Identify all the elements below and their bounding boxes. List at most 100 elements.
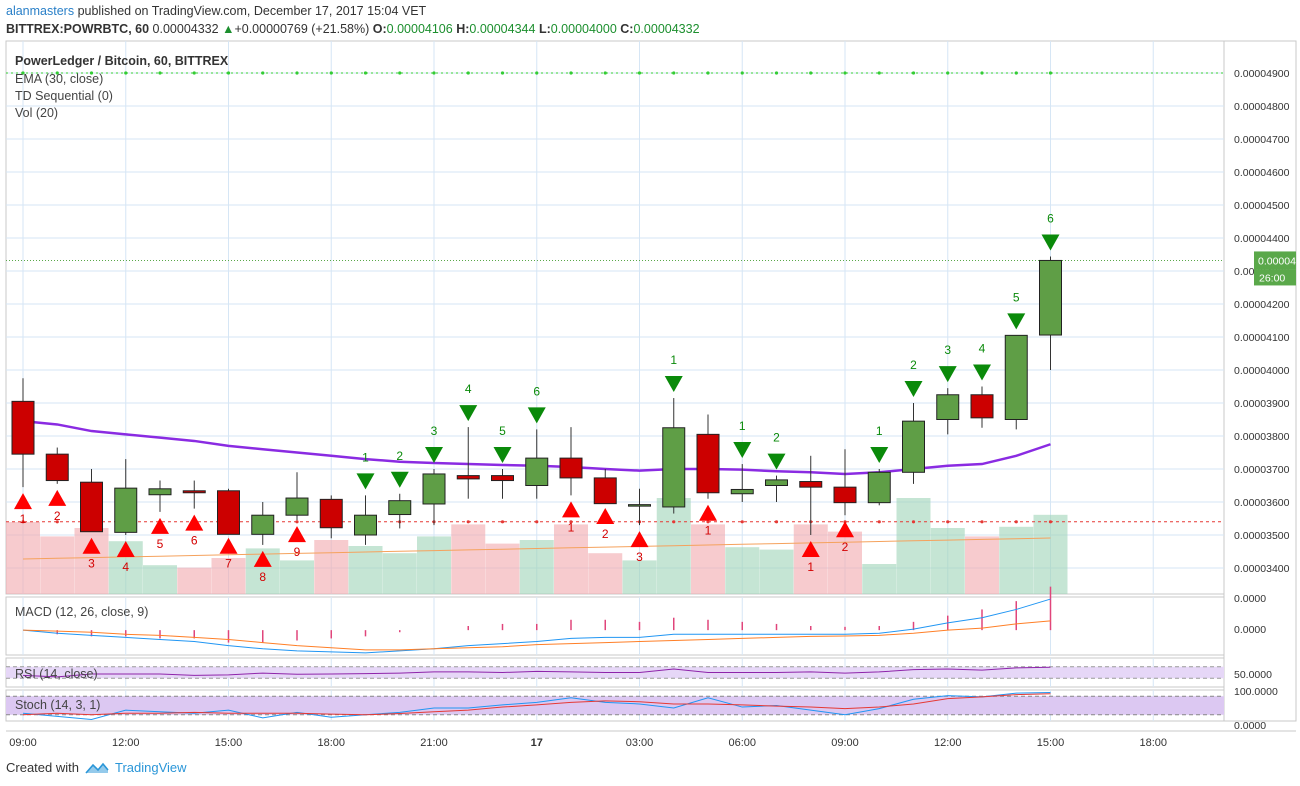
indicator-legend: EMA (30, close) bbox=[15, 72, 103, 86]
candle-body bbox=[730, 488, 754, 495]
stoch-legend: Stoch (14, 3, 1) bbox=[15, 698, 100, 712]
open-label: O: bbox=[372, 22, 387, 36]
time-tick-label: 18:00 bbox=[1139, 737, 1167, 749]
support-dot bbox=[55, 520, 59, 524]
support-dot bbox=[877, 520, 881, 524]
last-price: 0.00004332 bbox=[152, 22, 219, 36]
td-sell-signal-icon bbox=[664, 376, 683, 393]
support-dot bbox=[535, 520, 539, 524]
countdown-label: 26:00 bbox=[1259, 272, 1285, 284]
price-tick-label: 0.00003500 bbox=[1234, 530, 1290, 542]
volume-bar bbox=[451, 524, 486, 594]
td-count-label: 1 bbox=[568, 520, 575, 534]
td-buy-signal-icon bbox=[185, 514, 204, 531]
countdown-badge bbox=[1254, 269, 1296, 286]
td-count-label: 3 bbox=[944, 343, 951, 357]
price-tick-label: 0.00003600 bbox=[1234, 497, 1290, 509]
candle-body bbox=[491, 475, 514, 482]
rsi-legend: RSI (14, close) bbox=[15, 667, 98, 681]
volume-bar bbox=[725, 547, 760, 594]
stoch-k-line bbox=[22, 691, 1051, 720]
support-dot bbox=[1048, 520, 1053, 524]
td-buy-signal-icon bbox=[836, 521, 854, 538]
price-tick-label: 0.00003700 bbox=[1234, 464, 1290, 476]
resistance-dot bbox=[432, 71, 436, 75]
resistance-dot bbox=[261, 71, 265, 75]
resistance-dot bbox=[569, 71, 573, 75]
volume-bar bbox=[759, 549, 794, 594]
macd-signal-line bbox=[22, 620, 1051, 651]
td-count-label: 2 bbox=[602, 527, 609, 541]
candle-body bbox=[182, 490, 206, 494]
td-sell-signal-icon bbox=[356, 473, 375, 490]
time-tick-label: 17 bbox=[531, 737, 543, 749]
volume-bar bbox=[177, 567, 212, 594]
td-count-label: 8 bbox=[259, 570, 266, 584]
candle-body bbox=[525, 457, 549, 486]
td-buy-signal-icon bbox=[116, 541, 135, 557]
candle-body bbox=[217, 490, 240, 535]
candle-body bbox=[422, 473, 446, 505]
td-count-label: 1 bbox=[362, 450, 369, 464]
macd-tick-label: 0.0000 bbox=[1234, 593, 1266, 605]
time-tick-label: 12:00 bbox=[112, 737, 140, 749]
resistance-dot bbox=[192, 71, 196, 75]
low-value: 0.00004000 bbox=[550, 22, 617, 36]
stoch-band bbox=[6, 696, 1224, 715]
resistance-dot bbox=[843, 71, 847, 75]
td-buy-signal-icon bbox=[253, 550, 272, 567]
candle-body bbox=[902, 420, 925, 473]
td-sell-signal-icon bbox=[870, 447, 889, 463]
support-dot bbox=[740, 520, 744, 524]
td-sell-signal-icon bbox=[1041, 234, 1060, 251]
candle-body bbox=[799, 481, 823, 488]
resistance-dot bbox=[911, 71, 916, 75]
candle-body bbox=[559, 457, 583, 479]
last-price-badge bbox=[1254, 251, 1296, 270]
created-with-text: Created with bbox=[6, 760, 79, 775]
stoch-d-line bbox=[22, 693, 1051, 716]
resistance-dot bbox=[158, 71, 162, 75]
volume-bar bbox=[930, 528, 965, 594]
td-buy-signal-icon bbox=[14, 493, 32, 510]
tradingview-link[interactable]: TradingView bbox=[114, 760, 187, 775]
td-count-label: 1 bbox=[807, 560, 814, 574]
candle-body bbox=[1039, 259, 1062, 336]
indicator-legend: Vol (20) bbox=[15, 106, 58, 120]
close-value: 0.00004332 bbox=[633, 22, 700, 36]
chart-title: PowerLedger / Bitcoin, 60, BITTREX bbox=[15, 54, 229, 68]
author-link[interactable]: alanmasters bbox=[6, 4, 75, 18]
td-count-label: 1 bbox=[876, 424, 883, 438]
support-dot bbox=[774, 520, 779, 524]
time-tick-label: 18:00 bbox=[317, 737, 345, 749]
resistance-dot bbox=[295, 71, 299, 75]
candle-body bbox=[765, 479, 788, 487]
candle-body bbox=[80, 481, 103, 533]
stoch-tick-label: 0.0000 bbox=[1234, 720, 1266, 732]
td-count-label: 3 bbox=[636, 550, 643, 564]
symbol-label: BITTREX:POWRBTC, 60 bbox=[6, 22, 150, 36]
change-arrow-icon: ▲ bbox=[222, 22, 235, 36]
stoch-tick-label: 100.0000 bbox=[1234, 686, 1278, 698]
td-count-label: 6 bbox=[533, 384, 540, 398]
high-value: 0.00004344 bbox=[469, 22, 536, 36]
rsi-line bbox=[22, 666, 1051, 678]
volume-bar bbox=[622, 560, 657, 594]
time-tick-label: 15:00 bbox=[1037, 737, 1065, 749]
price-tick-label: 0.00004900 bbox=[1234, 68, 1290, 80]
resistance-dot bbox=[89, 71, 94, 75]
resistance-dot bbox=[603, 71, 607, 75]
td-count-label: 1 bbox=[20, 512, 27, 526]
td-sell-signal-icon bbox=[425, 447, 443, 463]
resistance-dot bbox=[21, 71, 25, 75]
candle-body bbox=[251, 514, 275, 535]
resistance-dot bbox=[329, 71, 333, 75]
candle-body bbox=[936, 394, 960, 420]
volume-bar bbox=[280, 560, 314, 594]
low-label: L: bbox=[538, 22, 551, 36]
candle-body bbox=[593, 477, 617, 505]
time-tick-label: 09:00 bbox=[831, 737, 859, 749]
chart-canvas[interactable]: 0.00003400 0.00003500 0.00003600 0.00003700… bbox=[0, 40, 1300, 754]
candle-body bbox=[45, 453, 69, 482]
support-dot bbox=[295, 520, 299, 524]
